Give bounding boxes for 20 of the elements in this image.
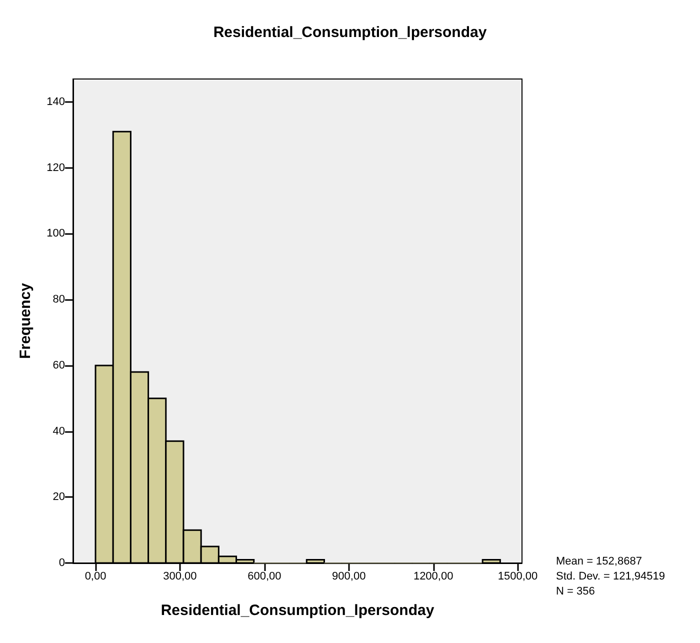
y-tick-label: 120	[46, 162, 65, 174]
x-tick-label: 0,00	[84, 570, 106, 582]
y-axis-title: Frequency	[17, 282, 34, 359]
x-tick-label: 900,00	[332, 570, 366, 582]
x-tick-label: 300,00	[163, 570, 197, 582]
y-tick-label: 140	[46, 96, 65, 108]
y-tick-label: 100	[46, 228, 65, 240]
text: N = 356	[556, 586, 595, 598]
text: Mean = 152,8687	[556, 556, 642, 568]
x-axis-title: Residential_Consumption_lpersonday	[160, 602, 435, 619]
y-tick-label: 40	[52, 425, 65, 438]
x-tick-label: 600,00	[248, 570, 282, 582]
text: Std. Dev. = 121,94519	[556, 570, 665, 582]
x-tick-label: 1500,00	[498, 570, 538, 582]
x-tick-label: 1200,00	[413, 570, 454, 582]
chart-title: Residential_Consumption_lpersonday	[213, 24, 488, 41]
y-tick-label: 80	[52, 294, 65, 306]
y-tick-label: 0	[58, 557, 65, 569]
y-tick-label: 20	[52, 491, 65, 504]
y-tick-label: 60	[52, 359, 65, 372]
